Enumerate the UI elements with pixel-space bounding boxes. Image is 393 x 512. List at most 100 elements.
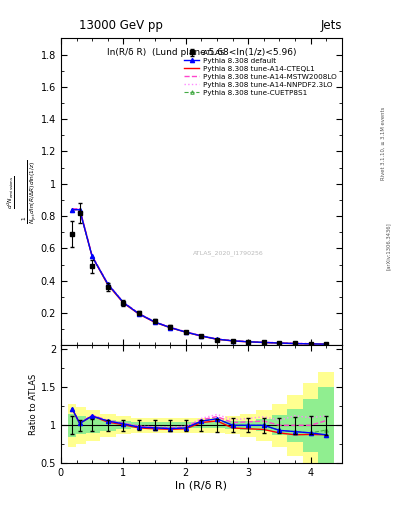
Pythia 8.308 tune-CUETP8S1 [215, 336, 219, 342]
Pythia 8.308 default [324, 341, 329, 347]
Pythia 8.308 tune-A14-NNPDF2.3LO [70, 206, 75, 212]
Y-axis label: Ratio to ATLAS: Ratio to ATLAS [29, 374, 38, 435]
Pythia 8.308 tune-A14-CTEQL1 [309, 341, 313, 347]
Pythia 8.308 default [152, 319, 157, 325]
Pythia 8.308 tune-CUETP8S1 [70, 206, 75, 212]
Pythia 8.308 tune-A14-MSTW2008LO [230, 337, 235, 344]
Pythia 8.308 tune-A14-NNPDF2.3LO [215, 336, 219, 342]
Pythia 8.308 tune-A14-CTEQL1 [324, 341, 329, 347]
Pythia 8.308 tune-CUETP8S1 [105, 281, 110, 287]
Pythia 8.308 tune-A14-CTEQL1 [105, 282, 110, 288]
Pythia 8.308 default [70, 206, 75, 212]
Text: [arXiv:1306.3436]: [arXiv:1306.3436] [386, 222, 391, 270]
Pythia 8.308 tune-CUETP8S1 [199, 333, 204, 339]
Pythia 8.308 tune-A14-CTEQL1 [77, 206, 82, 212]
Pythia 8.308 tune-CUETP8S1 [184, 329, 188, 335]
Pythia 8.308 default [199, 333, 204, 339]
Pythia 8.308 tune-A14-MSTW2008LO [199, 333, 204, 339]
Pythia 8.308 tune-CUETP8S1 [168, 325, 173, 331]
Text: ln(R/δ R)  (Lund plane 5.68<ln(1/z)<5.96): ln(R/δ R) (Lund plane 5.68<ln(1/z)<5.96) [107, 48, 296, 57]
Pythia 8.308 tune-A14-CTEQL1 [168, 325, 173, 331]
Line: Pythia 8.308 tune-A14-MSTW2008LO: Pythia 8.308 tune-A14-MSTW2008LO [72, 209, 326, 344]
Pythia 8.308 tune-CUETP8S1 [152, 319, 157, 325]
Pythia 8.308 tune-A14-MSTW2008LO [184, 329, 188, 335]
Pythia 8.308 default [230, 338, 235, 344]
Pythia 8.308 tune-A14-NNPDF2.3LO [168, 324, 173, 330]
Line: Pythia 8.308 default: Pythia 8.308 default [70, 207, 329, 346]
Pythia 8.308 tune-A14-MSTW2008LO [324, 341, 329, 347]
Pythia 8.308 tune-A14-NNPDF2.3LO [121, 299, 126, 305]
Pythia 8.308 tune-A14-CTEQL1 [152, 319, 157, 325]
Pythia 8.308 tune-A14-CTEQL1 [261, 339, 266, 346]
Pythia 8.308 tune-A14-MSTW2008LO [77, 206, 82, 212]
Pythia 8.308 default [137, 311, 141, 317]
Pythia 8.308 tune-A14-CTEQL1 [277, 340, 282, 346]
Pythia 8.308 tune-A14-MSTW2008LO [121, 299, 126, 305]
Pythia 8.308 tune-A14-MSTW2008LO [90, 252, 94, 259]
Pythia 8.308 tune-A14-CTEQL1 [199, 333, 204, 339]
Pythia 8.308 tune-A14-NNPDF2.3LO [261, 339, 266, 345]
Pythia 8.308 default [90, 253, 94, 260]
Pythia 8.308 tune-A14-NNPDF2.3LO [184, 329, 188, 335]
Pythia 8.308 tune-A14-NNPDF2.3LO [105, 281, 110, 287]
Pythia 8.308 tune-CUETP8S1 [77, 206, 82, 212]
Pythia 8.308 tune-CUETP8S1 [90, 253, 94, 260]
Pythia 8.308 tune-A14-NNPDF2.3LO [90, 252, 94, 259]
Pythia 8.308 tune-A14-NNPDF2.3LO [293, 340, 298, 346]
Pythia 8.308 default [168, 325, 173, 331]
Pythia 8.308 tune-A14-NNPDF2.3LO [324, 341, 329, 347]
Pythia 8.308 tune-A14-MSTW2008LO [152, 318, 157, 325]
Pythia 8.308 tune-A14-CTEQL1 [215, 336, 219, 343]
Line: Pythia 8.308 tune-A14-CTEQL1: Pythia 8.308 tune-A14-CTEQL1 [72, 209, 326, 344]
Pythia 8.308 tune-A14-MSTW2008LO [137, 310, 141, 316]
Pythia 8.308 tune-CUETP8S1 [230, 338, 235, 344]
Pythia 8.308 tune-A14-NNPDF2.3LO [309, 340, 313, 347]
Pythia 8.308 tune-A14-NNPDF2.3LO [230, 337, 235, 344]
Pythia 8.308 default [121, 300, 126, 306]
Pythia 8.308 tune-A14-CTEQL1 [184, 329, 188, 335]
Y-axis label: $\frac{d^2 N_{\mathrm{emissions}}}{\quad}$
$\frac{1}{N_{\mathrm{jet}}} \frac{\qu: $\frac{d^2 N_{\mathrm{emissions}}}{\quad… [7, 160, 39, 224]
Pythia 8.308 tune-A14-MSTW2008LO [105, 281, 110, 287]
Pythia 8.308 tune-A14-MSTW2008LO [215, 336, 219, 342]
Pythia 8.308 tune-A14-NNPDF2.3LO [246, 338, 251, 345]
Text: 13000 GeV pp: 13000 GeV pp [79, 19, 162, 32]
Pythia 8.308 tune-A14-CTEQL1 [70, 206, 75, 212]
Pythia 8.308 default [77, 206, 82, 212]
Pythia 8.308 tune-A14-CTEQL1 [137, 311, 141, 317]
Text: Rivet 3.1.10, ≥ 3.1M events: Rivet 3.1.10, ≥ 3.1M events [381, 106, 386, 180]
Pythia 8.308 tune-CUETP8S1 [137, 311, 141, 317]
Pythia 8.308 tune-A14-CTEQL1 [246, 339, 251, 345]
Pythia 8.308 tune-A14-MSTW2008LO [261, 339, 266, 345]
Text: Jets: Jets [320, 19, 342, 32]
Legend: ATLAS, Pythia 8.308 default, Pythia 8.308 tune-A14-CTEQL1, Pythia 8.308 tune-A14: ATLAS, Pythia 8.308 default, Pythia 8.30… [182, 48, 338, 97]
Pythia 8.308 tune-CUETP8S1 [277, 340, 282, 346]
Pythia 8.308 tune-A14-NNPDF2.3LO [199, 333, 204, 339]
Pythia 8.308 tune-A14-NNPDF2.3LO [152, 318, 157, 325]
Pythia 8.308 default [105, 281, 110, 287]
X-axis label: ln (R/δ R): ln (R/δ R) [175, 481, 228, 491]
Pythia 8.308 tune-CUETP8S1 [121, 300, 126, 306]
Pythia 8.308 tune-A14-MSTW2008LO [309, 340, 313, 347]
Pythia 8.308 tune-A14-CTEQL1 [121, 300, 126, 306]
Pythia 8.308 tune-CUETP8S1 [293, 340, 298, 347]
Pythia 8.308 tune-A14-NNPDF2.3LO [137, 310, 141, 316]
Pythia 8.308 default [215, 336, 219, 342]
Pythia 8.308 default [293, 340, 298, 347]
Pythia 8.308 tune-A14-CTEQL1 [230, 338, 235, 344]
Pythia 8.308 tune-A14-MSTW2008LO [70, 206, 75, 212]
Pythia 8.308 default [261, 339, 266, 346]
Pythia 8.308 tune-CUETP8S1 [309, 341, 313, 347]
Pythia 8.308 tune-A14-MSTW2008LO [293, 340, 298, 347]
Pythia 8.308 tune-A14-CTEQL1 [293, 340, 298, 347]
Pythia 8.308 tune-A14-NNPDF2.3LO [277, 339, 282, 346]
Line: Pythia 8.308 tune-CUETP8S1: Pythia 8.308 tune-CUETP8S1 [70, 208, 328, 346]
Pythia 8.308 tune-CUETP8S1 [246, 339, 251, 345]
Pythia 8.308 tune-CUETP8S1 [261, 339, 266, 346]
Pythia 8.308 tune-A14-CTEQL1 [90, 253, 94, 260]
Text: ATLAS_2020_I1790256: ATLAS_2020_I1790256 [193, 250, 264, 256]
Pythia 8.308 default [246, 339, 251, 345]
Pythia 8.308 tune-A14-NNPDF2.3LO [77, 206, 82, 212]
Pythia 8.308 default [309, 341, 313, 347]
Pythia 8.308 tune-A14-MSTW2008LO [168, 324, 173, 330]
Line: Pythia 8.308 tune-A14-NNPDF2.3LO: Pythia 8.308 tune-A14-NNPDF2.3LO [72, 209, 326, 344]
